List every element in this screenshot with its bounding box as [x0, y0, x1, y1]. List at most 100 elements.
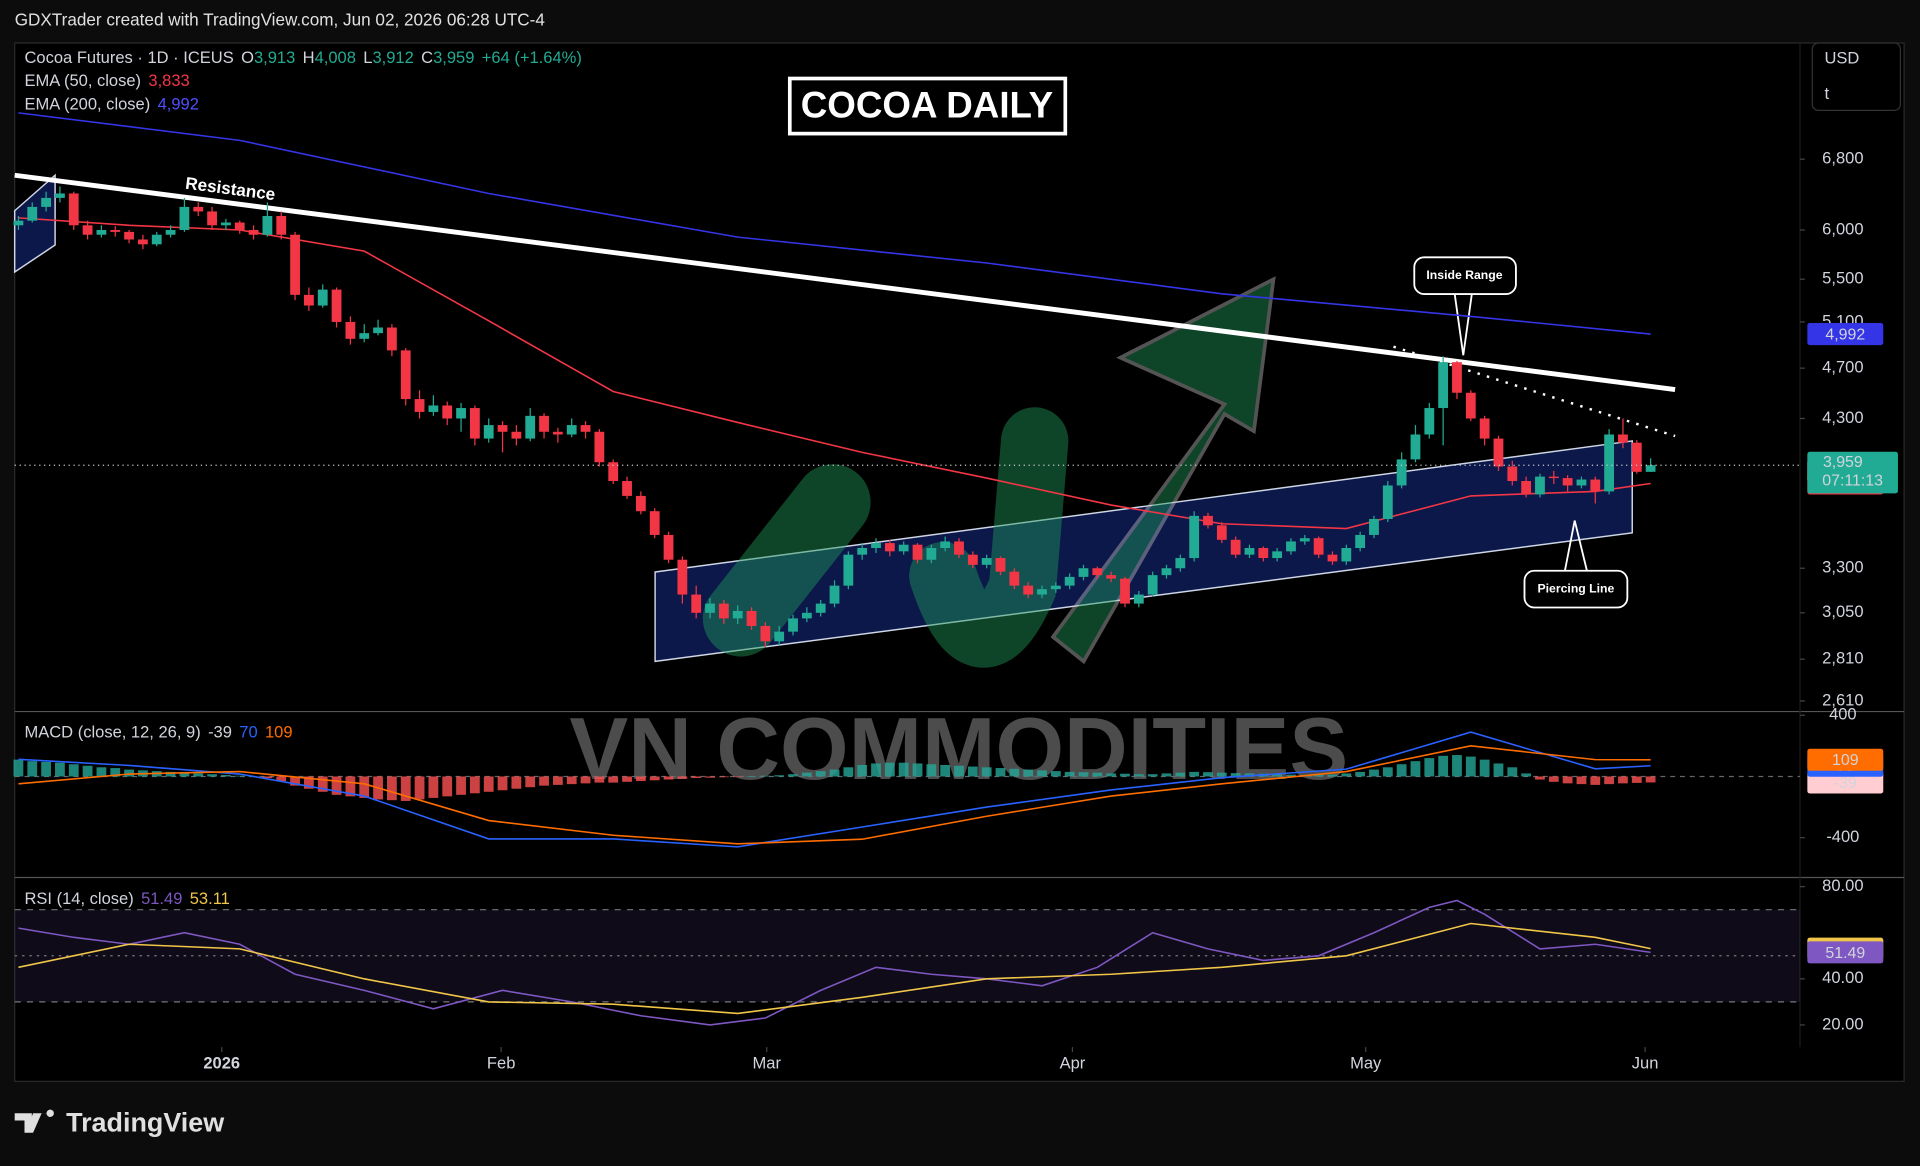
histogram-bar	[1341, 773, 1352, 777]
rsi-band	[14, 909, 1801, 1002]
x-tick-label: Jun	[1632, 1054, 1659, 1073]
histogram-bar	[1507, 767, 1518, 777]
unit-menu[interactable]: t	[1824, 84, 1829, 103]
candle-body	[13, 220, 24, 226]
countdown: 07:11:13	[1822, 472, 1883, 489]
histogram-bar	[815, 771, 826, 777]
histogram-bar	[1438, 755, 1449, 777]
candle-body	[1161, 568, 1172, 576]
y-tick-label: 6,000	[1822, 219, 1863, 238]
ema-marker-box	[1807, 323, 1884, 346]
candle-body	[373, 327, 383, 334]
candle-body	[345, 321, 356, 339]
histogram-bar	[1327, 774, 1338, 777]
legend-value: 51.49	[141, 890, 182, 909]
histogram-bar	[1355, 771, 1366, 777]
candle-body	[539, 415, 549, 432]
candle-body	[1050, 585, 1061, 590]
candle-body	[705, 603, 715, 613]
candle-body	[82, 225, 93, 235]
histogram-bar	[414, 776, 425, 800]
histogram-bar	[884, 762, 895, 777]
ohlc-name: O	[241, 48, 254, 67]
histogram-bar	[179, 772, 190, 777]
candle-body	[580, 425, 591, 432]
histogram-bar	[843, 767, 854, 777]
candle-body	[912, 544, 923, 560]
candle-body	[1230, 539, 1241, 555]
candle-body	[815, 603, 826, 613]
candle-body	[1465, 392, 1476, 419]
candle-body	[248, 229, 259, 235]
histogram-bar	[691, 776, 702, 778]
candle-body	[940, 541, 951, 549]
currency-box[interactable]	[1811, 42, 1902, 111]
histogram-bar	[1562, 776, 1573, 784]
candle-body	[732, 610, 743, 619]
candle-body	[691, 594, 702, 613]
candle-body	[414, 399, 425, 412]
candle-body	[221, 222, 231, 226]
histogram-bar	[1521, 773, 1532, 777]
candle-body	[359, 333, 370, 339]
candle-body	[1258, 548, 1269, 559]
legend-name: EMA (200, close)	[24, 95, 150, 114]
candle-body	[1479, 418, 1490, 439]
histogram-bar	[967, 766, 978, 777]
candle-body	[954, 541, 964, 555]
candle-body	[1327, 554, 1338, 562]
title-box	[787, 76, 1068, 136]
candle-body	[746, 610, 757, 626]
histogram-bar	[981, 767, 992, 777]
candle-body	[1631, 442, 1642, 472]
candle-body	[1147, 575, 1158, 595]
y-tick-label: 5,500	[1822, 269, 1863, 288]
candle-body	[718, 603, 729, 619]
candle-body	[1120, 578, 1130, 604]
histogram-bar	[1037, 770, 1047, 777]
histogram-bar	[635, 776, 646, 782]
macd-legend: MACD (close, 12, 26, 9) -39 70 109	[24, 723, 292, 742]
histogram-bar	[1286, 774, 1296, 777]
candle-body	[1133, 594, 1144, 604]
watermark: VN COMMODITIES	[569, 699, 1348, 798]
candle-body	[1396, 459, 1407, 486]
y-tick-label: 3,300	[1822, 558, 1863, 577]
candle-body	[290, 234, 300, 295]
y-tick-label: 40.00	[1822, 968, 1863, 987]
currency[interactable]: USD	[1824, 48, 1859, 67]
candle-body	[55, 193, 65, 198]
histogram-bar	[801, 772, 812, 777]
candle-body	[995, 558, 1006, 572]
histogram-bar	[41, 761, 51, 777]
candle-body	[179, 206, 190, 230]
histogram-bar	[622, 776, 632, 782]
histogram-bar	[1106, 773, 1117, 777]
candle-body	[857, 548, 868, 555]
candle-body	[1023, 585, 1034, 595]
histogram-bar	[27, 761, 38, 777]
histogram-bar	[663, 776, 674, 780]
histogram-bar	[1064, 771, 1075, 777]
histogram-bar	[1535, 776, 1545, 780]
rsi-marker-box	[1807, 941, 1884, 964]
candle-body	[386, 327, 397, 351]
histogram-bar	[995, 768, 1006, 777]
histogram-bar	[442, 776, 453, 797]
x-tick-label: 2026	[203, 1054, 240, 1073]
candle-body	[1410, 434, 1421, 460]
candle-body	[898, 544, 909, 552]
candle-body	[774, 631, 785, 642]
histogram-bar	[165, 771, 176, 777]
histogram-bar	[1120, 773, 1130, 777]
candle-body	[1189, 515, 1200, 559]
ohlc-name: C	[421, 48, 433, 67]
histogram-bar	[1424, 758, 1435, 777]
rsi-line	[18, 899, 1651, 1026]
arrow	[1050, 276, 1276, 665]
candle-body	[1092, 568, 1103, 576]
brand-logo: TradingView	[14, 1107, 224, 1137]
histogram-bar	[705, 776, 715, 778]
candle-body	[1548, 476, 1559, 479]
